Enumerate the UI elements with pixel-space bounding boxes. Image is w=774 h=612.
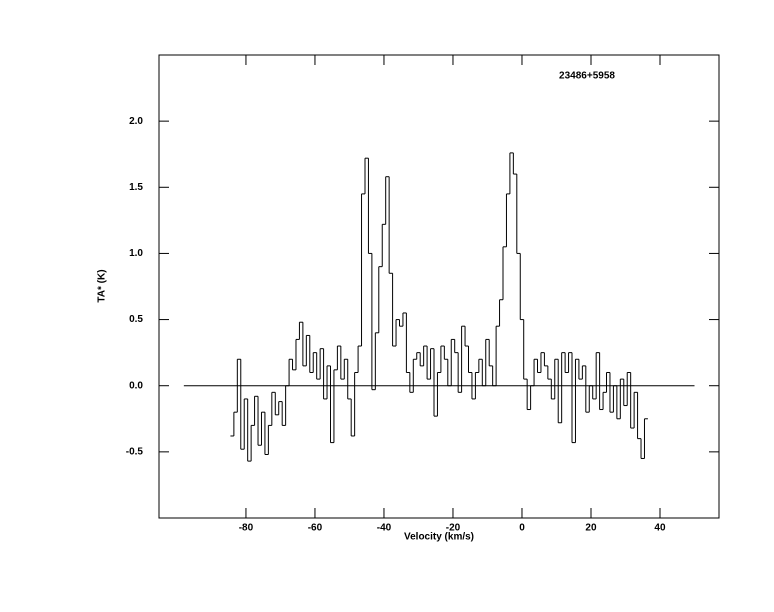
y-tick-label: 1.0: [129, 248, 143, 259]
x-tick-label: -60: [308, 523, 323, 534]
y-tick-label: 0.5: [129, 314, 143, 325]
plot-frame: [158, 54, 720, 519]
y-tick-label: 1.5: [129, 182, 143, 193]
y-tick-label: 2.0: [129, 116, 143, 127]
y-tick-label: -0.5: [126, 446, 144, 457]
x-axis-label: Velocity (km/s): [404, 532, 474, 543]
x-tick-label: -20: [446, 523, 461, 534]
y-axis-label: TA* (K): [97, 269, 108, 302]
x-tick-label: 20: [585, 523, 597, 534]
y-tick-label: 0.0: [129, 380, 143, 391]
x-tick-label: 40: [654, 523, 666, 534]
x-tick-label: -80: [239, 523, 254, 534]
annotation: 23486+5958: [559, 71, 615, 82]
x-tick-label: -40: [377, 523, 392, 534]
x-tick-label: 0: [519, 523, 525, 534]
